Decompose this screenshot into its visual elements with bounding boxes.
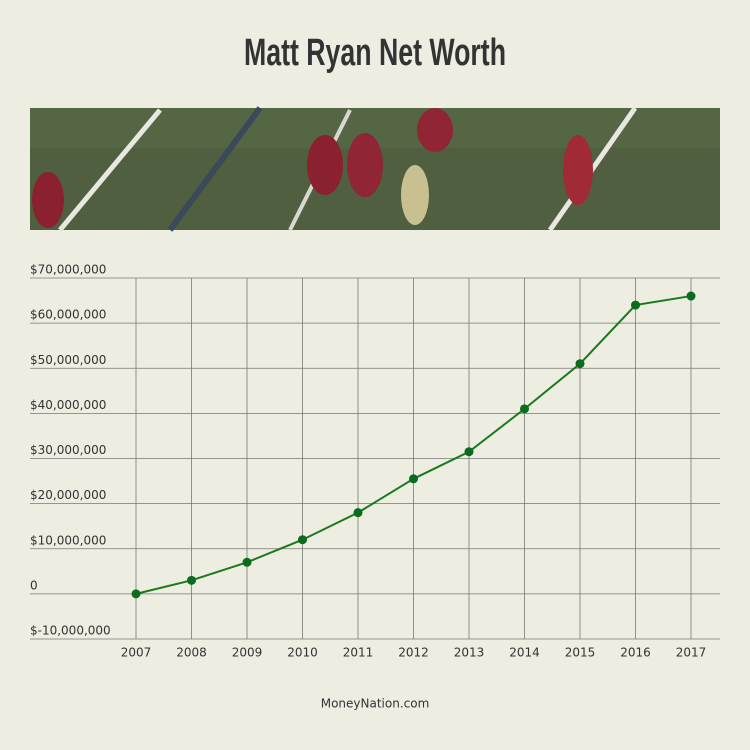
- y-tick-label: $-10,000,000: [30, 624, 111, 638]
- source-note: MoneyNation.com: [321, 697, 430, 711]
- y-tick-label: $50,000,000: [30, 353, 106, 367]
- y-tick-label: $60,000,000: [30, 308, 106, 322]
- data-point: [520, 404, 529, 414]
- y-tick-label: $10,000,000: [30, 533, 106, 547]
- x-tick-label: 2014: [509, 646, 540, 660]
- x-tick-label: 2009: [232, 646, 263, 660]
- data-point: [187, 575, 196, 585]
- banner-photo: [30, 106, 720, 232]
- x-tick-label: 2016: [620, 646, 651, 660]
- data-point: [242, 557, 252, 567]
- data-point: [631, 300, 640, 310]
- x-tick-label: 2008: [176, 646, 207, 660]
- y-tick-label: $20,000,000: [30, 488, 106, 502]
- y-tick-label: $30,000,000: [30, 443, 106, 457]
- y-tick-label: 0: [30, 578, 38, 592]
- x-tick-label: 2007: [121, 646, 152, 660]
- data-point: [686, 291, 696, 301]
- y-tick-label: $40,000,000: [30, 398, 106, 412]
- data-point: [575, 359, 585, 369]
- data-point: [353, 508, 363, 518]
- x-tick-label: 2010: [287, 646, 318, 660]
- x-tick-label: 2011: [343, 646, 374, 660]
- data-point: [464, 447, 474, 457]
- data-point: [298, 535, 307, 545]
- x-tick-label: 2015: [565, 646, 596, 660]
- x-tick-label: 2017: [676, 646, 707, 660]
- x-tick-label: 2013: [454, 646, 485, 660]
- y-tick-label: $70,000,000: [30, 263, 106, 277]
- data-point: [131, 589, 141, 599]
- data-point: [409, 474, 418, 484]
- x-tick-label: 2012: [398, 646, 429, 660]
- chart-title: Matt Ryan Net Worth: [244, 32, 506, 74]
